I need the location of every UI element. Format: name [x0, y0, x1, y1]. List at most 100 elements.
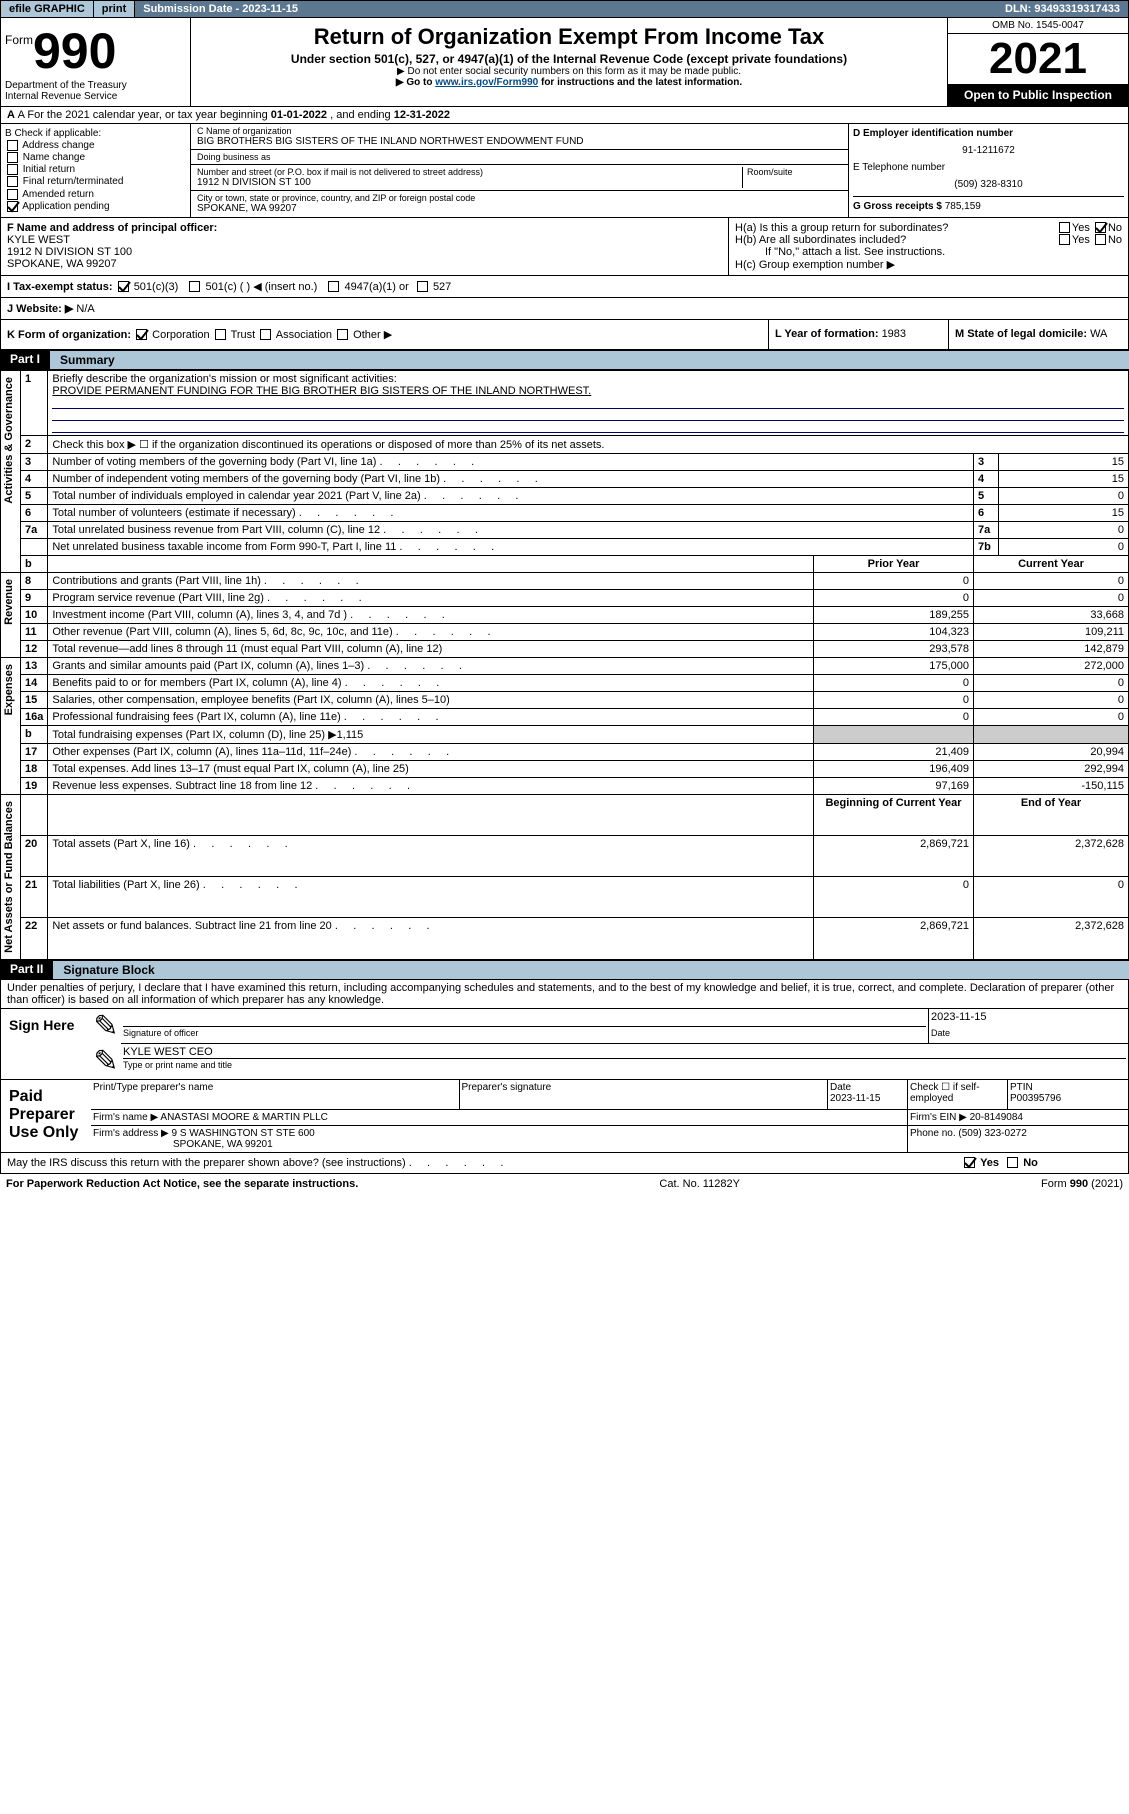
- q5-label: Total number of individuals employed in …: [52, 490, 420, 502]
- org-name: BIG BROTHERS BIG SISTERS OF THE INLAND N…: [197, 136, 842, 147]
- chk-name-change[interactable]: Name change: [5, 152, 186, 163]
- gross-value: 785,159: [945, 201, 981, 212]
- firm-ein-value: 20-8149084: [970, 1112, 1023, 1123]
- may-discuss-label: May the IRS discuss this return with the…: [7, 1157, 406, 1169]
- may-discuss-row: May the IRS discuss this return with the…: [1, 1153, 1128, 1173]
- chk-final-return[interactable]: Final return/terminated: [5, 176, 186, 187]
- firm-ein-label: Firm's EIN ▶: [910, 1112, 967, 1123]
- paid-preparer-label: Paid Preparer Use Only: [1, 1080, 91, 1152]
- part-ii-header: Part II Signature Block: [0, 960, 1129, 980]
- footer-left: For Paperwork Reduction Act Notice, see …: [6, 1178, 358, 1190]
- chk-pending[interactable]: Application pending: [5, 201, 186, 212]
- row-a: A A For the 2021 calendar year, or tax y…: [0, 107, 1129, 124]
- q7a-value: 0: [999, 521, 1129, 538]
- q8-current: 0: [974, 572, 1129, 589]
- org-name-block: C Name of organization BIG BROTHERS BIG …: [191, 124, 848, 150]
- officer-name-value: KYLE WEST CEO: [123, 1046, 1126, 1059]
- q6-label: Total number of volunteers (estimate if …: [52, 507, 295, 519]
- year-formation: 1983: [882, 328, 906, 340]
- part-ii-title: Signature Block: [53, 960, 1129, 980]
- q1-label: Briefly describe the organization's miss…: [52, 373, 396, 385]
- chk-501c-other[interactable]: [189, 281, 200, 292]
- q7b-label: Net unrelated business taxable income fr…: [52, 541, 396, 553]
- h-a-no[interactable]: [1095, 222, 1106, 233]
- prep-date-label: Date: [830, 1082, 851, 1093]
- q16b-label: Total fundraising expenses (Part IX, col…: [52, 729, 336, 741]
- firm-name-label: Firm's name ▶: [93, 1112, 158, 1123]
- firm-phone-label: Phone no.: [910, 1128, 958, 1139]
- subdate-label: Submission Date -: [143, 3, 242, 15]
- row-j: J Website: ▶ N/A: [0, 298, 1129, 320]
- h-b-no[interactable]: [1095, 234, 1106, 245]
- tax-year: 2021: [948, 34, 1128, 84]
- prep-self-employed[interactable]: Check ☐ if self-employed: [908, 1080, 1008, 1109]
- firm-addr-value: 9 S WASHINGTON ST STE 600: [172, 1128, 315, 1139]
- subdate-value: 2023-11-15: [242, 3, 298, 15]
- q16a-label: Professional fundraising fees (Part IX, …: [52, 711, 340, 723]
- org-name-label: C Name of organization: [197, 126, 842, 136]
- discuss-yes[interactable]: [964, 1157, 975, 1168]
- chk-assoc[interactable]: [260, 329, 271, 340]
- efile-text: efile GRAPHIC: [9, 3, 85, 15]
- q5-value: 0: [999, 487, 1129, 504]
- dept-label: Department of the Treasury: [5, 80, 186, 91]
- summary-table: Activities & Governance 1 Briefly descri…: [0, 370, 1129, 960]
- ptin-label: PTIN: [1010, 1082, 1033, 1093]
- q12-label: Total revenue—add lines 8 through 11 (mu…: [52, 643, 442, 655]
- q9-current: 0: [974, 589, 1129, 606]
- chk-corp[interactable]: [136, 329, 147, 340]
- chk-other[interactable]: [337, 329, 348, 340]
- col-de: D Employer identification number 91-1211…: [848, 124, 1128, 217]
- city-label: City or town, state or province, country…: [197, 193, 842, 203]
- open-to-public: Open to Public Inspection: [948, 84, 1128, 106]
- year-box: OMB No. 1545-0047 2021 Open to Public In…: [948, 18, 1128, 106]
- top-bar: efile GRAPHIC print Submission Date - 20…: [0, 0, 1129, 18]
- chk-501c3[interactable]: [118, 281, 129, 292]
- prep-sig-label: Preparer's signature: [462, 1082, 552, 1093]
- room-label: Room/suite: [747, 167, 842, 177]
- col-f: F Name and address of principal officer:…: [1, 218, 728, 275]
- dba-block: Doing business as: [191, 150, 848, 165]
- irs-link[interactable]: www.irs.gov/Form990: [435, 77, 538, 88]
- q17-prior: 21,409: [814, 743, 974, 760]
- efile-label: efile GRAPHIC: [1, 1, 94, 17]
- h-b-note: If "No," attach a list. See instructions…: [735, 246, 1122, 258]
- q11-current: 109,211: [974, 623, 1129, 640]
- h-b-yes[interactable]: [1059, 234, 1070, 245]
- tel-label: E Telephone number: [853, 162, 1124, 173]
- chk-amended[interactable]: Amended return: [5, 189, 186, 200]
- col-c: C Name of organization BIG BROTHERS BIG …: [191, 124, 848, 217]
- discuss-no[interactable]: [1007, 1157, 1018, 1168]
- chk-527[interactable]: [417, 281, 428, 292]
- signature-block: Sign Here ✎ Signature of officer 2023-11…: [0, 1009, 1129, 1174]
- q16a-prior: 0: [814, 708, 974, 725]
- q19-current: -150,115: [974, 777, 1129, 794]
- row-klm: K Form of organization: Corporation Trus…: [0, 320, 1129, 350]
- chk-address-change[interactable]: Address change: [5, 140, 186, 151]
- h-b-label: H(b) Are all subordinates included?: [735, 234, 906, 246]
- type-name-label: Type or print name and title: [123, 1060, 232, 1070]
- footer: For Paperwork Reduction Act Notice, see …: [0, 1174, 1129, 1194]
- ptin-value: P00395796: [1010, 1093, 1061, 1104]
- addr-label: Number and street (or P.O. box if mail i…: [197, 167, 742, 177]
- q14-label: Benefits paid to or for members (Part IX…: [52, 677, 341, 689]
- form-number-box: Form990 Department of the Treasury Inter…: [1, 18, 191, 106]
- chk-trust[interactable]: [215, 329, 226, 340]
- part-ii-tag: Part II: [0, 960, 53, 980]
- q10-current: 33,668: [974, 606, 1129, 623]
- city-value: SPOKANE, WA 99207: [197, 203, 842, 214]
- chk-initial-return[interactable]: Initial return: [5, 164, 186, 175]
- q16a-current: 0: [974, 708, 1129, 725]
- q13-label: Grants and similar amounts paid (Part IX…: [52, 660, 364, 672]
- address-block: Number and street (or P.O. box if mail i…: [191, 165, 848, 191]
- note2-post: for instructions and the latest informat…: [538, 77, 742, 88]
- h-a-yes[interactable]: [1059, 222, 1070, 233]
- chk-4947[interactable]: [328, 281, 339, 292]
- form-small: Form: [5, 33, 33, 47]
- q21-label: Total liabilities (Part X, line 26): [52, 879, 199, 891]
- q7b-value: 0: [999, 538, 1129, 555]
- q10-label: Investment income (Part VIII, column (A)…: [52, 609, 347, 621]
- print-button[interactable]: print: [94, 1, 135, 17]
- col-b-header: B Check if applicable:: [5, 128, 186, 139]
- dba-label: Doing business as: [197, 152, 842, 162]
